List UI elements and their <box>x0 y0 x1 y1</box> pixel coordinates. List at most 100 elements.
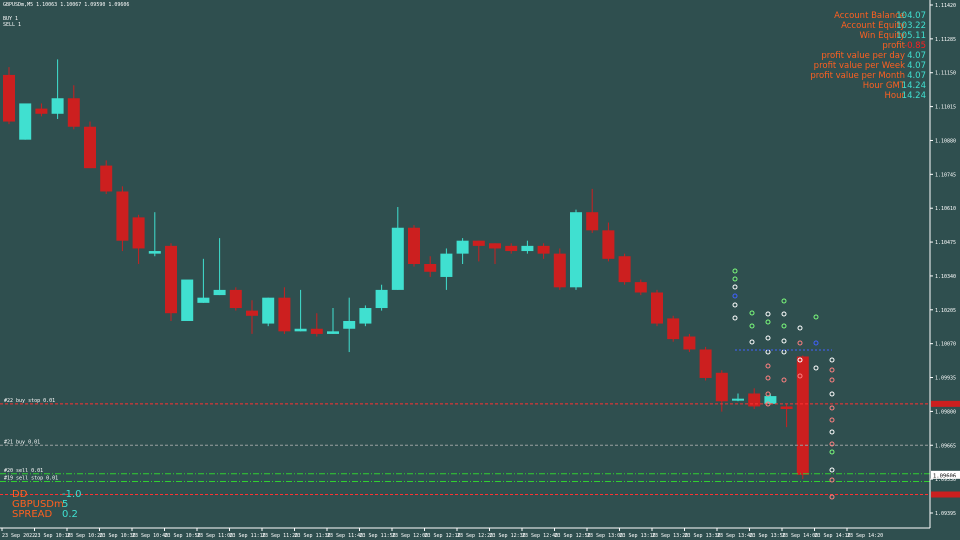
bear-candle <box>67 98 80 127</box>
bull-candle <box>359 308 372 324</box>
time-tick-label: 23 Sep 10:20 <box>67 533 103 539</box>
symbol-info-line: GBPUSDm,M5 1.10063 1.10067 1.09590 1.096… <box>3 2 130 8</box>
info-label: profit value per Month <box>810 71 905 81</box>
info-label: Win Equity <box>859 31 905 41</box>
time-tick-label: 23 Sep 12:10 <box>425 533 461 539</box>
time-tick-label: 23 Sep 10:40 <box>132 533 168 539</box>
trade-marker <box>732 315 738 321</box>
trade-marker <box>781 377 787 383</box>
time-tick-label: 23 Sep 11:50 <box>360 533 396 539</box>
bear-candle <box>84 126 96 169</box>
info-label: profit <box>882 41 905 51</box>
bull-candle <box>262 297 275 324</box>
bear-candle <box>408 227 420 264</box>
bear-candle <box>602 230 615 259</box>
price-tick-label: 1.09800 <box>935 409 956 415</box>
trade-marker <box>829 494 835 500</box>
info-label: profit value per Week <box>813 61 905 71</box>
trade-marker <box>829 391 835 397</box>
bull-candle <box>213 289 226 296</box>
bull-candle <box>521 245 534 252</box>
time-tick-label: 23 Sep 2022 <box>2 533 35 539</box>
trade-marker <box>732 268 738 274</box>
trade-marker <box>749 323 755 329</box>
bear-candle <box>35 108 48 114</box>
trade-marker <box>765 375 771 381</box>
info-value: 104.07 <box>896 11 926 21</box>
trade-marker <box>829 467 835 473</box>
price-tick-label: 1.09530 <box>935 477 956 483</box>
bear-candle <box>780 406 793 410</box>
trade-marker <box>781 323 787 329</box>
time-tick-label: 23 Sep 12:20 <box>457 533 493 539</box>
trade-marker <box>781 338 787 344</box>
trade-marker <box>813 314 819 320</box>
bear-candle <box>132 217 145 249</box>
current-price-badge <box>931 470 960 479</box>
price-tick-label: 1.10070 <box>935 342 956 348</box>
info-label: Account Equity <box>841 21 905 31</box>
price-tick-label: 1.09935 <box>935 376 956 382</box>
bull-candle <box>294 328 307 332</box>
trade-marker <box>829 357 835 363</box>
trade-level-label: #20 sell 0.01 <box>4 468 43 474</box>
time-tick-label: 23 Sep 11:30 <box>295 533 331 539</box>
bull-candle <box>764 396 777 404</box>
bear-candle <box>683 336 696 350</box>
bear-candle <box>699 349 712 378</box>
trade-marker <box>765 319 771 325</box>
trade-marker <box>732 302 738 308</box>
bull-candle <box>440 253 453 277</box>
time-tick-label: 23 Sep 14:00 <box>782 533 818 539</box>
trade-marker <box>749 339 755 345</box>
bear-candle <box>3 74 15 122</box>
bull-candle <box>327 331 339 334</box>
trade-marker <box>829 441 835 447</box>
trade-marker <box>813 365 819 371</box>
time-tick-label: 23 Sep 10:30 <box>100 533 136 539</box>
trade-marker <box>749 310 755 316</box>
trade-marker <box>797 373 803 379</box>
candles-layer <box>3 59 809 479</box>
bear-candle <box>472 240 485 246</box>
bear-candle <box>618 256 631 283</box>
trade-marker <box>829 405 835 411</box>
time-tick-label: 23 Sep 13:10 <box>620 533 656 539</box>
bear-candle <box>748 393 761 407</box>
bull-candle <box>570 212 582 288</box>
bear-candle <box>100 165 113 192</box>
trade-marker <box>813 340 819 346</box>
dd-label: DD <box>12 489 28 500</box>
time-tick-label: 23 Sep 13:20 <box>652 533 688 539</box>
time-tick-label: 23 Sep 13:50 <box>750 533 786 539</box>
bull-candle <box>375 289 388 309</box>
trade-marker <box>765 363 771 369</box>
symbol-label: GBPUSDm <box>12 499 64 510</box>
price-tick-label: 1.11015 <box>935 105 956 111</box>
info-label: Account Balance <box>834 11 905 21</box>
time-tick-label: 23 Sep 10:50 <box>165 533 201 539</box>
level-price-badge <box>931 400 960 407</box>
bull-candle <box>456 240 469 254</box>
time-tick-label: 23 Sep 11:40 <box>327 533 363 539</box>
time-tick-label: 23 Sep 14:20 <box>847 533 883 539</box>
trade-marker <box>732 276 738 282</box>
bear-candle <box>553 253 566 288</box>
price-tick-label: 1.10610 <box>935 206 956 212</box>
current-price-label: 1.09606 <box>933 473 956 479</box>
trade-marker <box>765 349 771 355</box>
trade-marker <box>829 367 835 373</box>
bear-candle <box>246 310 258 316</box>
dd-value: -1.0 <box>62 489 82 500</box>
spread-label: SPREAD <box>12 509 53 520</box>
bear-candle <box>634 282 647 293</box>
sell-count-label: SELL 1 <box>3 22 22 28</box>
time-tick-label: 23 Sep 10:10 <box>35 533 71 539</box>
time-tick-label: 23 Sep 12:30 <box>490 533 526 539</box>
info-label: Hour <box>884 91 905 101</box>
time-tick-label: 23 Sep 12:50 <box>555 533 591 539</box>
time-tick-label: 23 Sep 13:30 <box>685 533 721 539</box>
price-tick-label: 1.10745 <box>935 172 956 178</box>
